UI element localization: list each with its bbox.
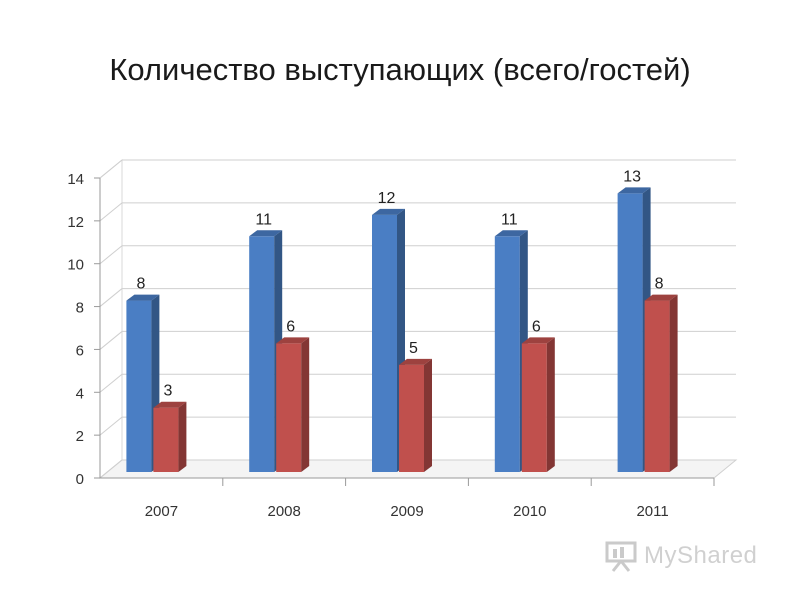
y-tick-label: 14	[67, 171, 84, 188]
bar-top	[372, 208, 405, 215]
y-tick-label: 4	[76, 385, 84, 402]
data-label: 6	[532, 318, 541, 335]
y-tick-label: 8	[76, 300, 84, 317]
bar	[153, 407, 179, 472]
data-label: 3	[163, 383, 172, 400]
bar	[126, 300, 152, 472]
bar-top	[521, 337, 555, 344]
y-tick-label: 2	[76, 428, 84, 445]
bar-top	[153, 401, 187, 408]
data-label: 5	[409, 340, 418, 357]
bar-top	[617, 187, 651, 194]
data-label: 11	[501, 211, 518, 228]
data-label: 8	[655, 276, 664, 293]
bar-top	[126, 294, 160, 301]
y-tick-label: 10	[67, 257, 84, 274]
x-tick-label: 2008	[268, 503, 301, 520]
x-tick-label: 2010	[513, 503, 546, 520]
gridline-side	[99, 459, 123, 479]
gridline-side	[99, 245, 123, 265]
y-tick-label: 6	[76, 342, 84, 359]
y-tick-label: 12	[67, 214, 84, 231]
gridline-side	[99, 416, 123, 436]
bar	[617, 193, 643, 472]
bar	[521, 343, 547, 472]
gridline-side	[99, 373, 123, 393]
bar-top	[494, 230, 528, 237]
bar-side	[669, 294, 678, 472]
watermark: MyShared	[604, 536, 774, 576]
bar-side	[546, 337, 555, 472]
watermark-text: MyShared	[644, 542, 758, 569]
bar	[372, 214, 397, 472]
data-label: 12	[378, 190, 396, 207]
bar-top	[399, 358, 432, 365]
bar-top	[276, 337, 310, 344]
bar-side	[424, 358, 432, 472]
side-wall	[99, 158, 123, 480]
bar-side	[301, 337, 310, 472]
gridline-side	[99, 288, 123, 307]
bar	[644, 300, 670, 472]
gridline-side	[99, 202, 123, 222]
bar	[494, 236, 520, 472]
data-label: 6	[286, 318, 295, 335]
chart-title: Количество выступающих (всего/гостей)	[109, 52, 691, 87]
gridline-side	[99, 331, 123, 350]
bar-top	[644, 294, 678, 301]
presentation-icon	[605, 541, 637, 572]
data-label: 13	[623, 168, 641, 185]
bar	[276, 343, 302, 472]
data-label: 8	[136, 276, 145, 293]
x-tick-label: 2007	[145, 503, 178, 520]
bar-top	[249, 230, 283, 237]
data-label: 11	[255, 211, 272, 228]
y-tick-label: 0	[76, 471, 84, 488]
x-tick-label: 2009	[390, 503, 423, 520]
bar	[249, 236, 275, 472]
bar	[399, 364, 424, 472]
gridline-side	[99, 159, 123, 179]
x-tick-label: 2011	[636, 503, 668, 520]
bar-side	[178, 401, 187, 472]
